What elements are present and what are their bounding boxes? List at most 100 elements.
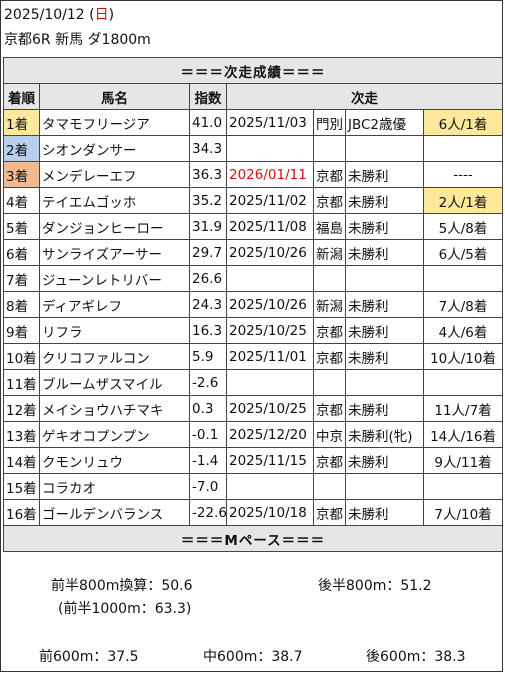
- next-result-cell: 5人/8着: [422, 213, 504, 240]
- index-cell: 34.3: [189, 135, 227, 162]
- index-cell: 31.9: [189, 213, 227, 240]
- horse-name-cell: メイショウハチマキ: [39, 395, 190, 422]
- rank-cell: 3着: [3, 161, 40, 188]
- next-date-cell: 2025/10/26: [226, 291, 314, 318]
- index-cell: 29.7: [189, 239, 227, 266]
- next-race-cell: [345, 369, 424, 396]
- index-cell: -2.6: [189, 369, 227, 396]
- index-cell: 41.0: [189, 109, 227, 136]
- table-row: 15着 コラカオ -7.0: [3, 473, 504, 500]
- next-race-cell: 未勝利: [345, 395, 424, 422]
- index-cell: -1.4: [189, 447, 227, 474]
- horse-name-cell: ダンジョンヒーロー: [39, 213, 190, 240]
- horse-name-cell: クリコファルコン: [39, 343, 190, 370]
- next-race-cell: 未勝利: [345, 161, 424, 188]
- rank-cell: 12着: [3, 395, 40, 422]
- next-date-cell: 2026/01/11: [226, 161, 314, 188]
- next-result-cell: 10人/10着: [422, 343, 504, 370]
- next-result-cell: 7人/10着: [422, 499, 504, 526]
- next-result-cell: 7人/8着: [422, 291, 504, 318]
- next-date-cell: [226, 265, 314, 292]
- rank-cell: 13着: [3, 421, 40, 448]
- rank-cell: 2着: [3, 135, 40, 162]
- pace-first-600: 前600m：37.5: [39, 649, 139, 665]
- header-horse: 馬名: [39, 83, 190, 110]
- horse-name-cell: リフラ: [39, 317, 190, 344]
- horse-name-cell: クモンリュウ: [39, 447, 190, 474]
- next-race-cell: 未勝利: [345, 499, 424, 526]
- horse-name-cell: メンデレーエフ: [39, 161, 190, 188]
- table-row: 3着 メンデレーエフ 36.3 2026/01/11 京都 未勝利 ----: [3, 161, 504, 188]
- horse-name-cell: ブルームザスマイル: [39, 369, 190, 396]
- index-cell: 35.2: [189, 187, 227, 214]
- rank-cell: 5着: [3, 213, 40, 240]
- rank-cell: 7着: [3, 265, 40, 292]
- table-row: 6着 サンライズアーサー 29.7 2025/10/26 新潟 未勝利 6人/5着: [3, 239, 504, 266]
- pace-second-800: 後半800m：51.2: [318, 578, 432, 594]
- next-result-cell: [422, 265, 504, 292]
- next-result-cell: 2人/1着: [422, 187, 504, 214]
- next-result-cell: 4人/6着: [422, 317, 504, 344]
- horse-name-cell: タマモフリージア: [39, 109, 190, 136]
- header-index: 指数: [189, 83, 227, 110]
- pace-section-title: ＝＝＝Mペース＝＝＝: [2, 525, 504, 552]
- table-row: 8着 ディアギレフ 24.3 2025/10/26 新潟 未勝利 7人/8着: [3, 291, 504, 318]
- date-text: 2025/10/12: [4, 7, 85, 23]
- next-venue-cell: 門別: [313, 109, 346, 136]
- next-date-cell: 2025/11/15: [226, 447, 314, 474]
- rank-cell: 11着: [3, 369, 40, 396]
- rank-cell: 1着: [3, 109, 40, 136]
- next-race-cell: 未勝利(牝): [345, 421, 424, 448]
- next-result-cell: 6人/5着: [422, 239, 504, 266]
- horse-name-cell: ゴールデンバランス: [39, 499, 190, 526]
- next-date-cell: 2025/11/02: [226, 187, 314, 214]
- next-venue-cell: 京都: [313, 161, 346, 188]
- next-venue-cell: 新潟: [313, 291, 346, 318]
- rank-cell: 9着: [3, 317, 40, 344]
- next-venue-cell: 京都: [313, 187, 346, 214]
- index-cell: -0.1: [189, 421, 227, 448]
- next-venue-cell: 京都: [313, 395, 346, 422]
- next-date-cell: 2025/10/25: [226, 317, 314, 344]
- next-race-cell: 未勝利: [345, 291, 424, 318]
- next-result-cell: 9人/11着: [422, 447, 504, 474]
- next-venue-cell: 中京: [313, 421, 346, 448]
- next-date-cell: [226, 369, 314, 396]
- next-race-results-table: ＝＝＝次走成績＝＝＝ 着順 馬名 指数 次走 1着 タマモフリージア 41.0 202…: [2, 57, 504, 552]
- next-venue-cell: 新潟: [313, 239, 346, 266]
- race-date: 2025/10/12 (日): [4, 7, 115, 23]
- rank-cell: 10着: [3, 343, 40, 370]
- next-venue-cell: 京都: [313, 499, 346, 526]
- rank-cell: 4着: [3, 187, 40, 214]
- next-race-cell: 未勝利: [345, 187, 424, 214]
- rank-cell: 6着: [3, 239, 40, 266]
- rank-cell: 15着: [3, 473, 40, 500]
- next-race-cell: 未勝利: [345, 447, 424, 474]
- next-venue-cell: [313, 135, 346, 162]
- index-cell: 5.9: [189, 343, 227, 370]
- next-date-cell: 2025/11/08: [226, 213, 314, 240]
- next-date-cell: [226, 135, 314, 162]
- next-result-cell: 14人/16着: [422, 421, 504, 448]
- next-race-cell: [345, 135, 424, 162]
- next-venue-cell: 京都: [313, 343, 346, 370]
- next-result-cell: 6人/1着: [422, 109, 504, 136]
- next-venue-cell: [313, 473, 346, 500]
- index-cell: 36.3: [189, 161, 227, 188]
- index-cell: 16.3: [189, 317, 227, 344]
- next-venue-cell: 福島: [313, 213, 346, 240]
- horse-name-cell: ディアギレフ: [39, 291, 190, 318]
- horse-name-cell: サンライズアーサー: [39, 239, 190, 266]
- next-date-cell: 2025/10/26: [226, 239, 314, 266]
- table-row: 7着 ジューンレトリバー 26.6: [3, 265, 504, 292]
- index-cell: 24.3: [189, 291, 227, 318]
- day-of-week: 日: [94, 7, 109, 23]
- table-row: 14着 クモンリュウ -1.4 2025/11/15 京都 未勝利 9人/11着: [3, 447, 504, 474]
- next-race-cell: 未勝利: [345, 239, 424, 266]
- next-result-cell: [422, 473, 504, 500]
- next-date-cell: 2025/11/01: [226, 343, 314, 370]
- pace-first-800: 前半800m換算：50.6: [51, 578, 193, 594]
- pace-mid-600: 中600m：38.7: [203, 649, 303, 665]
- table-title: ＝＝＝次走成績＝＝＝: [2, 57, 504, 84]
- table-row: 2着 シオンダンサー 34.3: [3, 135, 504, 162]
